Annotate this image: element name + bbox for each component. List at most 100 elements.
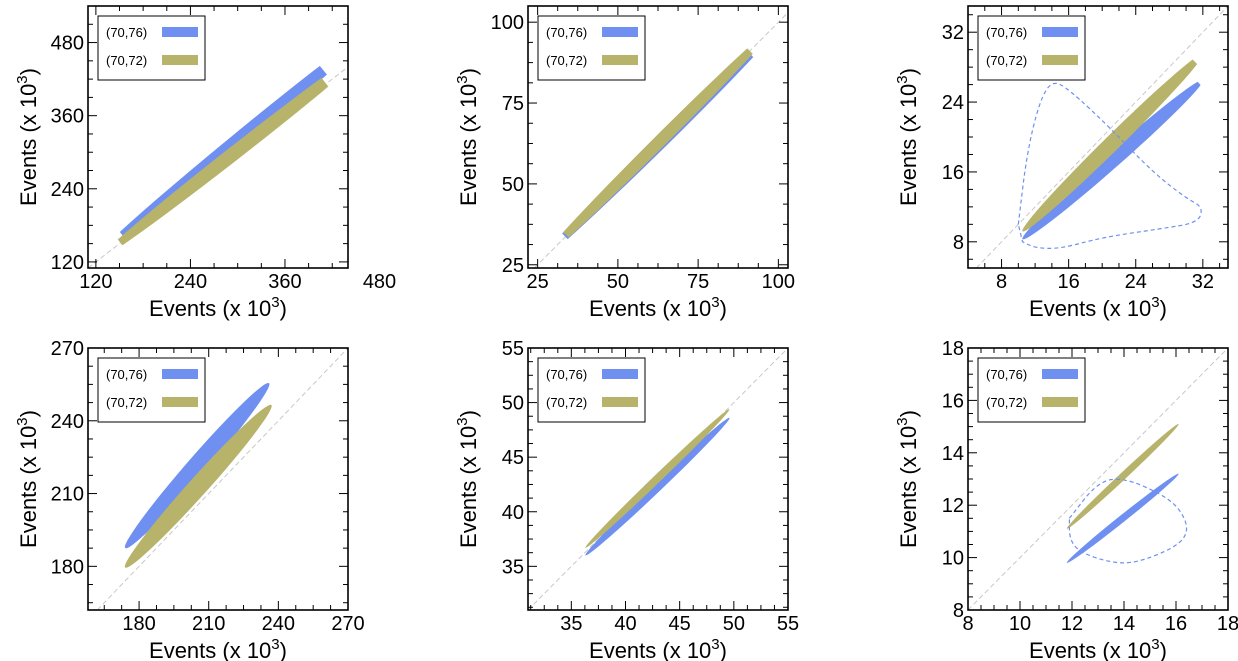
x-tick-label: 100	[762, 271, 795, 293]
y-tick-label: 45	[502, 447, 524, 469]
panel-4: 180 210 240 270 180 210 240 270 Events (x 103) Ev…	[14, 338, 365, 661]
x-tick-label: 35	[560, 613, 582, 635]
legend-label: (70,76)	[546, 25, 587, 40]
y-axis-label: Events (x 103)	[454, 410, 481, 548]
legend-swatch	[602, 27, 638, 37]
plot-frame	[527, 347, 789, 611]
y-tick-label: 24	[942, 92, 964, 114]
x-tick-label: 480	[363, 271, 396, 293]
y-tick-label: 16	[942, 162, 964, 184]
legend-label: (70,76)	[106, 25, 147, 40]
series-1-ellipse	[585, 417, 730, 556]
series-2-ellipse	[124, 404, 272, 568]
series-2-ellipse	[98, 39, 380, 259]
y-tick-label: 50	[502, 174, 524, 196]
x-tick-label: 32	[1192, 271, 1214, 293]
x-axis-label: Events (x 103)	[589, 294, 727, 321]
x-axis-label: Events (x 103)	[1029, 294, 1167, 321]
legend-swatch	[1042, 27, 1078, 37]
plot-frame	[87, 5, 349, 269]
legend-box	[977, 15, 1086, 81]
series-1-ellipse	[124, 382, 270, 549]
y-axis-label: Events (x 103)	[894, 410, 921, 548]
y-tick-label: 32	[942, 22, 964, 44]
legend-label: (70,72)	[546, 395, 587, 410]
x-tick-label: 14	[1113, 613, 1135, 635]
x-tick-label: 40	[614, 613, 636, 635]
legend-swatch	[602, 55, 638, 65]
x-tick-label: 270	[331, 613, 364, 635]
x-tick-label: 120	[79, 271, 112, 293]
legend-swatch	[1042, 369, 1078, 379]
y-tick-label: 120	[51, 252, 84, 274]
y-tick-label: 35	[502, 556, 524, 578]
y-axis-label: Events (x 103)	[894, 68, 921, 206]
x-tick-label: 240	[262, 613, 295, 635]
legend-swatch	[1042, 55, 1078, 65]
y-tick-label: 50	[502, 393, 524, 415]
x-tick-label: 360	[268, 271, 301, 293]
legend-box	[97, 357, 206, 423]
y-tick-label: 180	[51, 556, 84, 578]
y-tick-label: 18	[942, 338, 964, 360]
y-tick-label: 240	[51, 179, 84, 201]
x-tick-label: 24	[1125, 271, 1147, 293]
confidence-contour	[1017, 82, 1202, 249]
y-tick-label: 100	[491, 12, 524, 34]
y-tick-label: 270	[51, 338, 84, 360]
panel-6: 8 10 12 14 16 18 8 10 12 14 16 18 Events (x 103) Even…	[894, 338, 1238, 661]
y-tick-label: 14	[942, 443, 964, 465]
y-tick-label: 16	[942, 390, 964, 412]
y-axis-label: Events (x 103)	[14, 68, 41, 206]
x-tick-label: 180	[122, 613, 155, 635]
plot-frame	[87, 347, 349, 611]
legend-box	[977, 357, 1086, 423]
series-2-ellipse	[540, 25, 776, 260]
x-tick-label: 25	[527, 271, 549, 293]
y-tick-label: 40	[502, 502, 524, 524]
y-tick-label: 480	[51, 33, 84, 55]
x-axis-label: Events (x 103)	[589, 636, 727, 661]
x-tick-label: 16	[1058, 271, 1080, 293]
panel-5: 35 40 45 50 55 35 40 45 50 55 Events (x 103) Events…	[454, 338, 799, 661]
x-tick-label: 8	[996, 271, 1007, 293]
series-1-ellipse	[1022, 80, 1203, 240]
diagonal-reference-line	[96, 348, 348, 610]
y-tick-label: 210	[51, 484, 84, 506]
y-tick-label: 12	[942, 495, 964, 517]
y-axis-label: Events (x 103)	[454, 68, 481, 206]
y-tick-label: 360	[51, 106, 84, 128]
legend-label: (70,72)	[986, 395, 1027, 410]
x-tick-label: 50	[607, 271, 629, 293]
x-axis-label: Events (x 103)	[149, 294, 287, 321]
y-tick-label: 75	[502, 93, 524, 115]
series-2-ellipse	[1022, 53, 1204, 232]
legend-box	[537, 357, 646, 423]
x-tick-label: 50	[723, 613, 745, 635]
y-tick-label: 8	[953, 600, 964, 622]
legend-label: (70,72)	[106, 53, 147, 68]
x-tick-label: 10	[1009, 613, 1031, 635]
y-tick-label: 25	[502, 255, 524, 277]
x-tick-label: 16	[1165, 613, 1187, 635]
legend-label: (70,72)	[986, 53, 1027, 68]
x-tick-label: 55	[777, 613, 799, 635]
x-axis-label: Events (x 103)	[1029, 636, 1167, 661]
legend-swatch	[162, 27, 198, 37]
legend-swatch	[162, 397, 198, 407]
x-tick-label: 210	[192, 613, 225, 635]
panel-2: 25 50 75 100 25 50 75 100 Events (x 103) Events (…	[454, 5, 795, 321]
legend-label: (70,72)	[546, 53, 587, 68]
x-axis-label: Events (x 103)	[149, 636, 287, 661]
panel-1: 120 240 360 480 120 240 360 480 Events (x 103) Ev…	[14, 5, 396, 321]
legend-label: (70,76)	[546, 367, 587, 382]
diagonal-reference-line	[968, 348, 1228, 610]
x-tick-label: 18	[1217, 613, 1238, 635]
series-1-ellipse	[1066, 473, 1179, 563]
legend-swatch	[1042, 397, 1078, 407]
y-tick-label: 55	[502, 338, 524, 360]
y-tick-label: 8	[953, 232, 964, 254]
legend-box	[97, 15, 206, 81]
x-tick-label: 8	[962, 613, 973, 635]
